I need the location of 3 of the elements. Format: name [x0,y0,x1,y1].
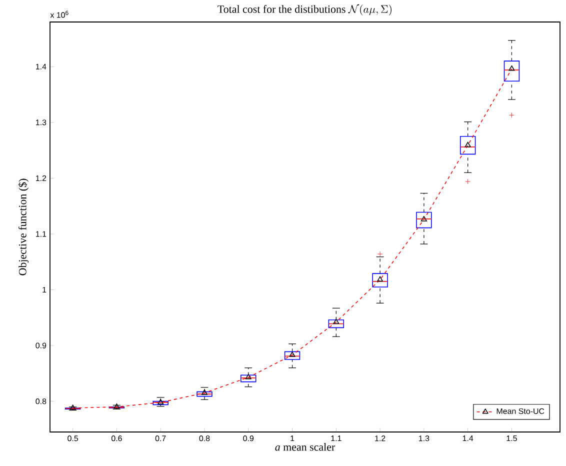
chart-title: $\textrm{Total cost for the distibutions }\mathcal{N}(a\mu,\Sigma)$ [218,4,392,16]
x-axis-title: a mean scaler [275,443,336,451]
y-axis-title: Objective function ($) [18,178,29,276]
